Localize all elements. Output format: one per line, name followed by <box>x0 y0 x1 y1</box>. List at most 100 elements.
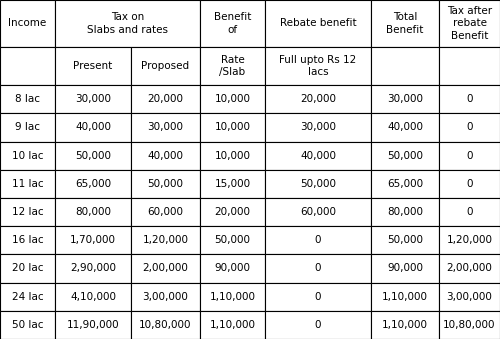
Bar <box>371 283 439 311</box>
Bar <box>0 311 55 339</box>
Bar <box>0 226 55 254</box>
Bar <box>0 141 55 170</box>
Bar <box>439 283 500 311</box>
Bar <box>55 311 131 339</box>
Text: 1,20,000: 1,20,000 <box>446 235 492 245</box>
Text: 12 lac: 12 lac <box>12 207 44 217</box>
Text: Full upto Rs 12
lacs: Full upto Rs 12 lacs <box>280 55 356 77</box>
Text: 50,000: 50,000 <box>300 179 336 189</box>
Text: 20,000: 20,000 <box>148 94 184 104</box>
Bar <box>131 85 200 113</box>
Text: 1,10,000: 1,10,000 <box>382 292 428 302</box>
Bar <box>371 113 439 141</box>
Bar <box>55 226 131 254</box>
Bar <box>55 141 131 170</box>
Text: 8 lac: 8 lac <box>15 94 40 104</box>
Text: Rate
/Slab: Rate /Slab <box>220 55 246 77</box>
Bar <box>371 85 439 113</box>
Text: 40,000: 40,000 <box>387 122 423 133</box>
Text: 16 lac: 16 lac <box>12 235 44 245</box>
Bar <box>0 283 55 311</box>
Text: 10 lac: 10 lac <box>12 151 44 161</box>
Bar <box>439 170 500 198</box>
Text: 10,000: 10,000 <box>214 151 250 161</box>
Bar <box>439 254 500 283</box>
Text: 0: 0 <box>315 235 321 245</box>
Bar <box>55 170 131 198</box>
Text: 20 lac: 20 lac <box>12 263 44 274</box>
Text: 1,10,000: 1,10,000 <box>210 320 256 330</box>
Text: 30,000: 30,000 <box>75 94 111 104</box>
Text: 0: 0 <box>315 320 321 330</box>
Bar <box>0 85 55 113</box>
Text: 40,000: 40,000 <box>75 122 111 133</box>
Bar <box>439 198 500 226</box>
Text: 9 lac: 9 lac <box>15 122 40 133</box>
Text: 4,10,000: 4,10,000 <box>70 292 116 302</box>
Bar <box>200 141 265 170</box>
Text: 50,000: 50,000 <box>214 235 250 245</box>
Text: 0: 0 <box>466 122 473 133</box>
Text: 3,00,000: 3,00,000 <box>446 292 492 302</box>
Text: Proposed: Proposed <box>142 61 190 71</box>
Bar <box>200 113 265 141</box>
Bar <box>0 254 55 283</box>
Bar <box>265 311 371 339</box>
Text: 80,000: 80,000 <box>387 207 423 217</box>
Text: 10,80,000: 10,80,000 <box>139 320 192 330</box>
Bar <box>200 85 265 113</box>
Bar <box>265 113 371 141</box>
Text: 2,00,000: 2,00,000 <box>446 263 492 274</box>
Text: 1,10,000: 1,10,000 <box>210 292 256 302</box>
Text: 1,70,000: 1,70,000 <box>70 235 116 245</box>
Text: 10,000: 10,000 <box>214 94 250 104</box>
Bar <box>439 85 500 113</box>
Bar <box>371 311 439 339</box>
Bar <box>371 170 439 198</box>
Text: 50,000: 50,000 <box>387 235 423 245</box>
Bar <box>55 283 131 311</box>
Bar <box>0 0 55 47</box>
Bar <box>200 283 265 311</box>
Bar <box>265 0 371 47</box>
Text: Present: Present <box>74 61 112 71</box>
Bar <box>265 254 371 283</box>
Bar <box>55 0 200 47</box>
Text: Total
Benefit: Total Benefit <box>386 12 424 35</box>
Text: 0: 0 <box>466 94 473 104</box>
Bar <box>371 226 439 254</box>
Text: 50 lac: 50 lac <box>12 320 44 330</box>
Text: 0: 0 <box>315 292 321 302</box>
Bar <box>439 141 500 170</box>
Bar <box>200 0 265 47</box>
Bar <box>0 170 55 198</box>
Text: 1,20,000: 1,20,000 <box>142 235 188 245</box>
Text: 10,000: 10,000 <box>214 122 250 133</box>
Text: 30,000: 30,000 <box>387 94 423 104</box>
Bar <box>200 47 265 85</box>
Text: 40,000: 40,000 <box>300 151 336 161</box>
Bar <box>439 226 500 254</box>
Text: 30,000: 30,000 <box>300 122 336 133</box>
Text: 15,000: 15,000 <box>214 179 250 189</box>
Text: 65,000: 65,000 <box>75 179 111 189</box>
Text: 11 lac: 11 lac <box>12 179 44 189</box>
Text: 20,000: 20,000 <box>214 207 250 217</box>
Bar <box>371 198 439 226</box>
Text: 2,00,000: 2,00,000 <box>142 263 188 274</box>
Bar <box>265 85 371 113</box>
Text: 0: 0 <box>466 151 473 161</box>
Bar <box>55 47 131 85</box>
Text: Benefit
of: Benefit of <box>214 12 251 35</box>
Bar <box>265 198 371 226</box>
Bar <box>55 113 131 141</box>
Text: Tax on
Slabs and rates: Tax on Slabs and rates <box>87 12 168 35</box>
Bar <box>55 198 131 226</box>
Bar <box>0 113 55 141</box>
Bar <box>439 113 500 141</box>
Bar <box>439 311 500 339</box>
Bar <box>265 141 371 170</box>
Bar <box>131 141 200 170</box>
Text: 65,000: 65,000 <box>387 179 423 189</box>
Bar <box>439 0 500 47</box>
